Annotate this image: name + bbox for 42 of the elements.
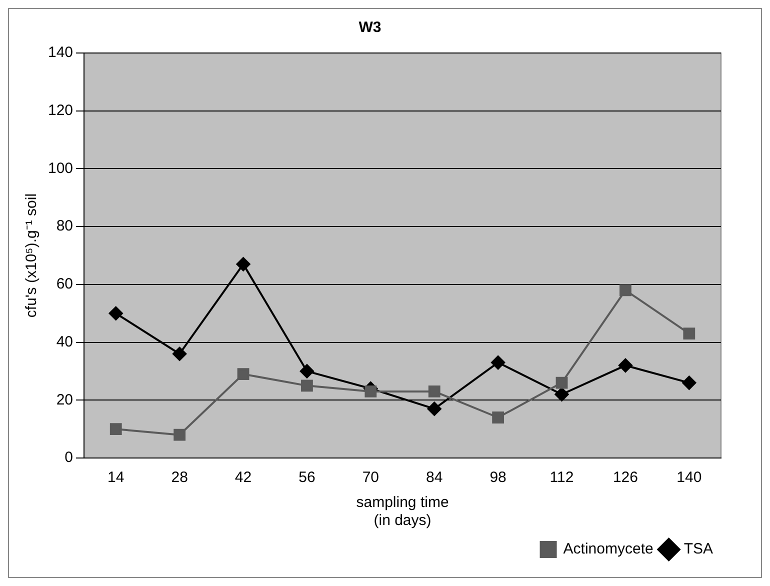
point [301, 380, 313, 392]
x-tick-label: 70 [362, 469, 380, 486]
y-tick-label: 20 [56, 391, 74, 408]
y-tick-label: 40 [56, 333, 74, 350]
y-axis-title: cfu's (x10⁵).g⁻¹ soil [23, 193, 40, 318]
y-tick-label: 140 [48, 44, 74, 62]
point [236, 257, 250, 272]
x-tick-label: 42 [234, 469, 252, 486]
x-tick-label: 14 [108, 469, 124, 486]
point [174, 428, 186, 441]
y-tick-label: 120 [48, 102, 74, 119]
x-axis-title: sampling time (in days) [356, 494, 449, 530]
point [618, 358, 632, 372]
y-tick-label: 100 [48, 160, 74, 177]
point [364, 386, 377, 398]
point [554, 387, 569, 402]
point [428, 386, 440, 398]
point [108, 306, 123, 320]
point [492, 412, 504, 424]
y-tick-label: 80 [56, 218, 74, 235]
x-tick-label: 84 [426, 469, 443, 486]
legend-label: TSA [684, 540, 714, 558]
point [427, 402, 442, 416]
x-tick-label: 98 [490, 469, 506, 486]
point [172, 346, 187, 361]
point [556, 376, 568, 389]
x-tick-label: 112 [550, 469, 574, 486]
point [237, 368, 250, 380]
point [682, 376, 696, 390]
y-tick-label: 60 [56, 276, 74, 293]
x-tick-label: 56 [298, 469, 316, 486]
point [683, 328, 696, 340]
point [300, 364, 314, 378]
point [491, 356, 506, 370]
x-tick-label: 28 [171, 469, 188, 486]
point [110, 423, 122, 436]
chart-title: W3 [358, 19, 382, 36]
legend-label: Actinomycete [563, 540, 654, 558]
y-tick-label: 0 [64, 449, 74, 466]
x-tick-label: 126 [612, 469, 638, 486]
point [620, 284, 632, 296]
x-tick-label: 140 [676, 469, 702, 486]
